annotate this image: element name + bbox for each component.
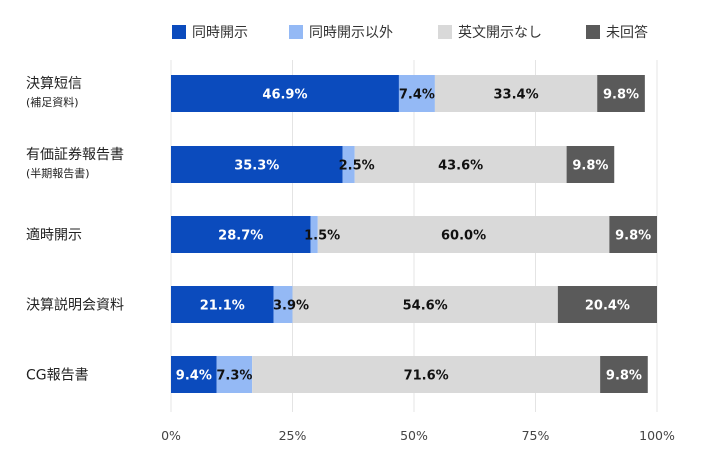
data-label: 33.4%	[494, 88, 539, 103]
legend-swatch	[586, 25, 600, 39]
category-label: 決算短信	[26, 76, 82, 92]
bar-segment	[171, 216, 311, 253]
data-label: 28.7%	[218, 229, 263, 244]
x-tick-labels: 0% 25% 50% 75% 100%	[161, 428, 675, 443]
category-label: CG報告書	[26, 368, 89, 384]
data-label: 2.5%	[339, 159, 375, 174]
x-tick-label: 0%	[161, 428, 181, 443]
data-label: 7.3%	[216, 369, 252, 384]
bar-segment	[171, 75, 399, 112]
category-label: 適時開示	[26, 227, 82, 244]
legend-label: 同時開示以外	[309, 25, 393, 41]
bar-segment	[171, 356, 217, 393]
bars	[171, 75, 657, 393]
legend-swatch	[438, 25, 452, 39]
bar-segment	[171, 286, 274, 323]
data-label: 9.8%	[606, 369, 642, 384]
data-label: 7.4%	[399, 88, 435, 103]
data-label: 1.5%	[304, 229, 340, 244]
bar-segment	[252, 356, 601, 393]
category-sublabel: (補足資料)	[26, 95, 79, 109]
bar-segment	[273, 286, 293, 323]
x-tick-label: 25%	[279, 428, 307, 443]
legend-swatch	[172, 25, 186, 39]
bar-segment	[566, 146, 615, 183]
data-label: 60.0%	[441, 229, 486, 244]
data-label: 43.6%	[438, 159, 483, 174]
category-label: 決算説明会資料	[26, 298, 124, 314]
x-tick-label: 75%	[522, 428, 550, 443]
data-label: 9.8%	[615, 229, 651, 244]
data-label: 21.1%	[200, 299, 245, 314]
data-label: 20.4%	[585, 299, 630, 314]
data-label: 9.8%	[603, 88, 639, 103]
data-label: 9.4%	[176, 369, 212, 384]
data-label: 71.6%	[404, 369, 449, 384]
data-label: 35.3%	[234, 159, 279, 174]
category-label: 有価証券報告書	[26, 147, 124, 163]
bar-segment	[557, 286, 657, 323]
bar-segment	[171, 146, 343, 183]
bar-segment	[398, 75, 435, 112]
bar-segment	[317, 216, 610, 253]
bar-segment	[597, 75, 645, 112]
legend-swatch	[289, 25, 303, 39]
category-sublabel: (半期報告書)	[26, 166, 90, 180]
data-label: 3.9%	[273, 299, 309, 314]
x-tick-label: 100%	[639, 428, 675, 443]
legend-label: 英文開示なし	[458, 24, 542, 41]
bar-segment	[310, 216, 318, 253]
value-labels: 46.9% 7.4% 33.4% 9.8% 35.3% 2.5% 43.6% 9.8% 28.7…	[176, 88, 651, 384]
legend: 同時開示 同時開示以外 英文開示なし 未回答	[172, 24, 648, 41]
bar-segment	[216, 356, 253, 393]
bar-segment	[292, 286, 558, 323]
data-label: 46.9%	[262, 88, 307, 103]
bar-segment	[342, 146, 355, 183]
bar-segment	[600, 356, 648, 393]
data-label: 54.6%	[403, 299, 448, 314]
x-tick-label: 50%	[400, 428, 428, 443]
legend-label: 同時開示	[192, 25, 248, 41]
legend-label: 未回答	[606, 24, 648, 41]
bar-segment	[609, 216, 657, 253]
bar-segment	[354, 146, 567, 183]
data-label: 9.8%	[572, 159, 608, 174]
bar-segment	[434, 75, 598, 112]
